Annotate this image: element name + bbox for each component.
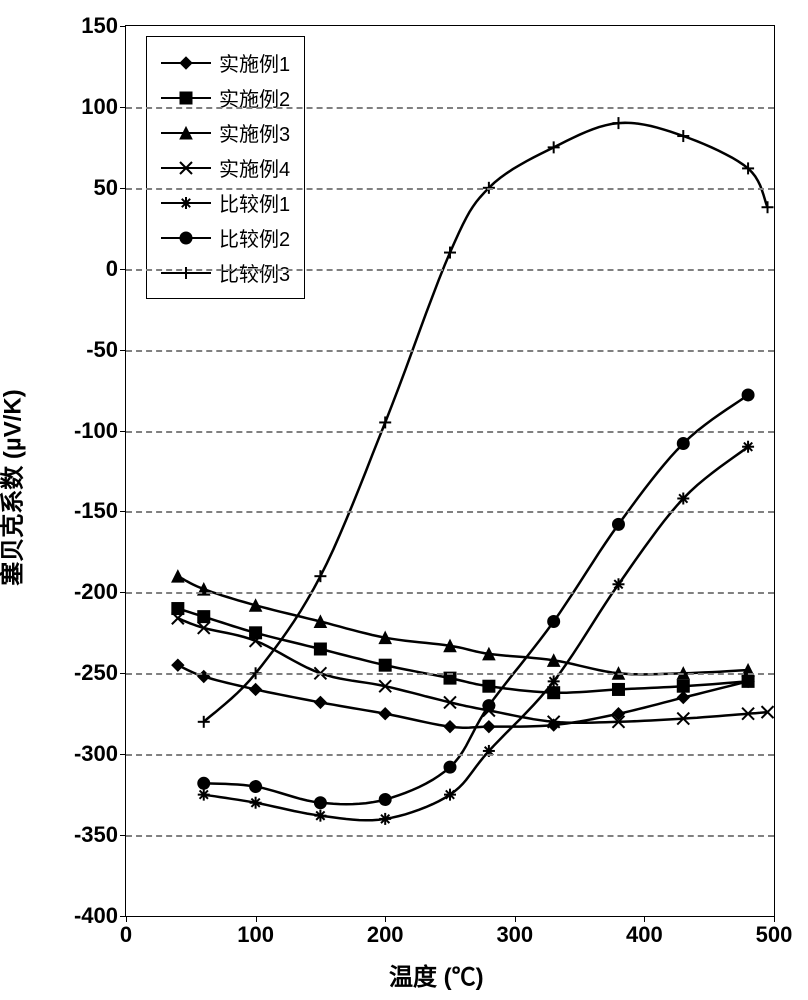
legend-row: 比较例2	[161, 220, 290, 255]
series-marker	[314, 696, 326, 708]
series-marker	[314, 797, 326, 809]
series-marker	[379, 659, 391, 671]
series-marker	[677, 680, 689, 692]
y-axis-title: 塞贝克系数 (µV/K)	[0, 358, 28, 618]
series-marker	[314, 643, 326, 655]
grid-line	[126, 673, 774, 675]
grid-line	[126, 188, 774, 190]
series-marker	[612, 683, 624, 695]
legend-marker-asterisk-icon	[161, 195, 211, 211]
series-marker	[483, 721, 495, 733]
legend-marker-triangle-icon	[161, 125, 211, 141]
grid-line	[126, 269, 774, 271]
series-marker	[548, 615, 560, 627]
y-tick-label: -400	[74, 903, 126, 929]
series-marker	[314, 810, 326, 822]
series-marker	[762, 201, 774, 213]
grid-line	[126, 754, 774, 756]
y-tick-label: -350	[74, 822, 126, 848]
seebeck-chart: 实施例1 实施例2 实施例3 实施例4 比较例1 比较例2 比较例3 -400 -350 -30…	[10, 10, 798, 990]
series-marker	[444, 247, 456, 259]
legend-label: 比较例2	[219, 223, 290, 252]
series-marker	[548, 141, 560, 153]
y-tick-label: -100	[74, 418, 126, 444]
legend-label: 实施例4	[219, 153, 290, 182]
legend-marker-square-icon	[161, 90, 211, 106]
series-marker	[379, 813, 391, 825]
series-marker	[612, 117, 624, 129]
grid-line	[126, 511, 774, 513]
series-marker	[677, 692, 689, 704]
series-marker	[379, 416, 391, 428]
series-marker	[198, 611, 210, 623]
series-marker	[742, 389, 754, 401]
series-marker	[483, 680, 495, 692]
x-axis-title: 温度 (℃)	[389, 957, 484, 992]
legend-row: 实施例2	[161, 80, 290, 115]
y-tick-label: -300	[74, 741, 126, 767]
legend-label: 比较例1	[219, 188, 290, 217]
series-marker	[444, 761, 456, 773]
grid-line	[126, 431, 774, 433]
y-tick-label: -250	[74, 660, 126, 686]
legend-row: 实施例3	[161, 115, 290, 150]
series-marker	[742, 441, 754, 453]
legend-marker-diamond-icon	[161, 55, 211, 71]
legend-row: 比较例1	[161, 185, 290, 220]
y-tick-label: -150	[74, 498, 126, 524]
series-marker	[198, 789, 210, 801]
grid-line	[126, 350, 774, 352]
series-marker	[742, 675, 754, 687]
grid-line	[126, 107, 774, 109]
series-marker	[250, 781, 262, 793]
series-marker	[677, 437, 689, 449]
series-marker	[314, 570, 326, 582]
series-marker	[198, 777, 210, 789]
legend-row: 实施例4	[161, 150, 290, 185]
legend-label: 实施例1	[219, 48, 290, 77]
series-line	[178, 618, 768, 723]
series-marker	[612, 518, 624, 530]
legend-label: 实施例3	[219, 118, 290, 147]
series-marker	[444, 721, 456, 733]
series-marker	[250, 797, 262, 809]
series-marker	[483, 700, 495, 712]
series-marker	[379, 793, 391, 805]
grid-line	[126, 592, 774, 594]
legend-label: 比较例3	[219, 258, 290, 287]
series-marker	[250, 683, 262, 695]
grid-line	[126, 835, 774, 837]
legend-marker-circle-icon	[161, 230, 211, 246]
legend: 实施例1 实施例2 实施例3 实施例4 比较例1 比较例2 比较例3	[146, 36, 305, 299]
series-marker	[172, 659, 184, 671]
legend-marker-plus-icon	[161, 265, 211, 281]
series-marker	[379, 708, 391, 720]
legend-marker-x-icon	[161, 160, 211, 176]
series-line	[204, 395, 748, 804]
series-line	[178, 576, 748, 674]
series-line	[178, 609, 748, 693]
series-marker	[444, 789, 456, 801]
series-marker	[677, 130, 689, 142]
legend-row: 比较例3	[161, 255, 290, 290]
series-marker	[172, 570, 184, 582]
y-tick-label: -200	[74, 579, 126, 605]
legend-row: 实施例1	[161, 45, 290, 80]
plot-area: 实施例1实施例2实施例3实施例4比较例1比较例2比较例3 -400-350-30…	[125, 25, 775, 917]
